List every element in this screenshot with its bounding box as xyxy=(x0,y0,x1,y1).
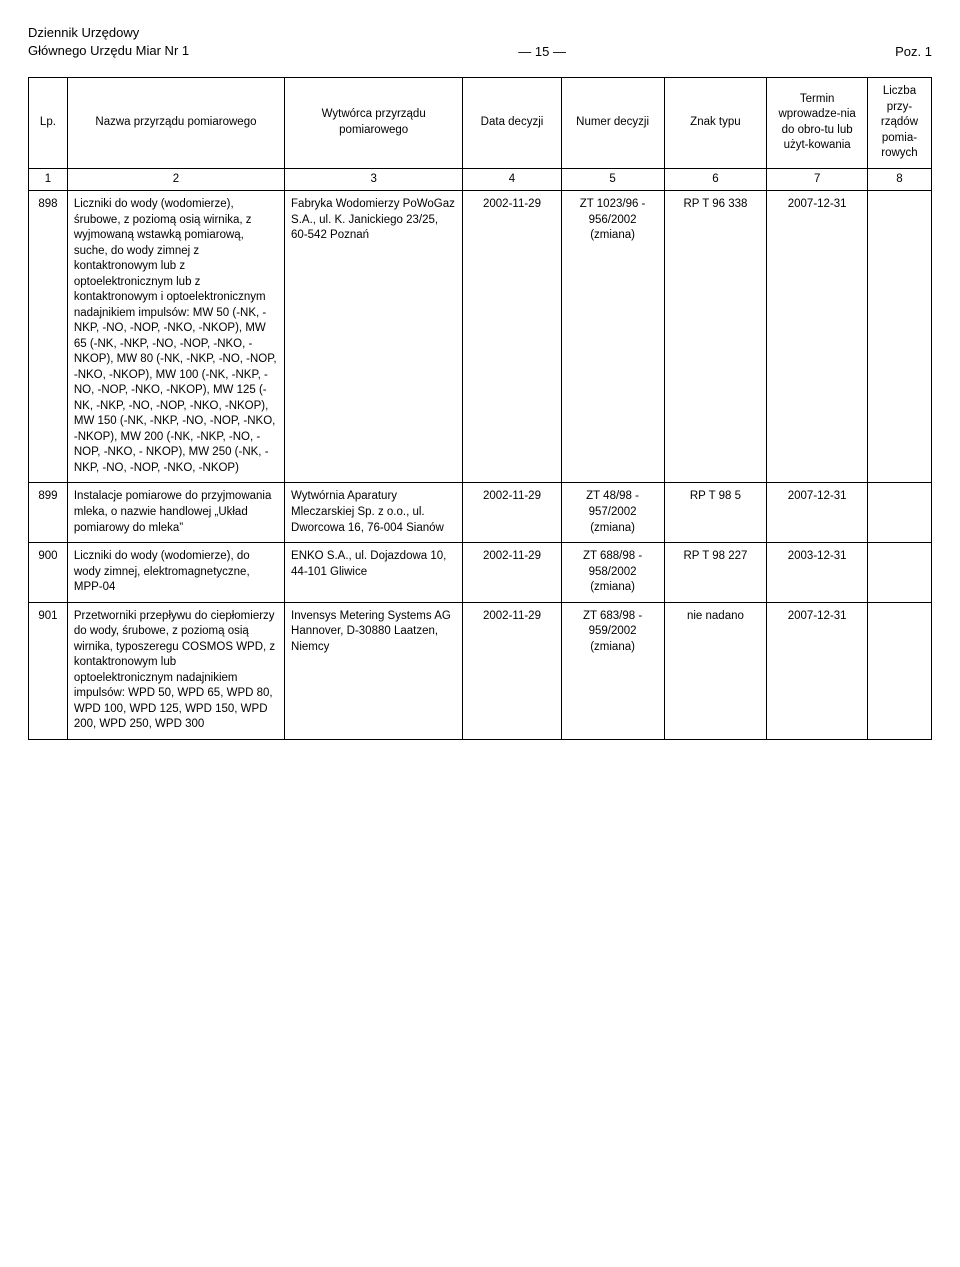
cell-lp: 899 xyxy=(29,483,68,543)
cell-wytworca: Fabryka Wodomierzy PoWoGaz S.A., ul. K. … xyxy=(285,191,463,483)
cell-nazwa: Liczniki do wody (wodomierze), śrubowe, … xyxy=(67,191,284,483)
numcell: 4 xyxy=(463,168,561,191)
cell-lp: 900 xyxy=(29,543,68,603)
cell-termin: 2007-12-31 xyxy=(767,191,868,483)
col-numer: Numer decyzji xyxy=(561,78,664,169)
numcell: 6 xyxy=(664,168,767,191)
table-row: 898 Liczniki do wody (wodomierze), śrubo… xyxy=(29,191,932,483)
numcell: 8 xyxy=(867,168,931,191)
cell-liczba xyxy=(867,191,931,483)
col-znak: Znak typu xyxy=(664,78,767,169)
cell-nazwa: Liczniki do wody (wodomierze), do wody z… xyxy=(67,543,284,603)
cell-lp: 901 xyxy=(29,602,68,739)
page-number: — 15 — xyxy=(189,44,895,59)
journal-title-2: Głównego Urzędu Miar Nr 1 xyxy=(28,42,189,60)
numcell: 3 xyxy=(285,168,463,191)
cell-znak: RP T 98 227 xyxy=(664,543,767,603)
numcell: 7 xyxy=(767,168,868,191)
cell-numer: ZT 48/98 - 957/2002 (zmiana) xyxy=(561,483,664,543)
page-header: Dziennik Urzędowy Głównego Urzędu Miar N… xyxy=(28,24,932,59)
cell-numer: ZT 688/98 - 958/2002 (zmiana) xyxy=(561,543,664,603)
cell-wytworca: Invensys Metering Systems AG Hannover, D… xyxy=(285,602,463,739)
cell-numer: ZT 1023/96 - 956/2002 (zmiana) xyxy=(561,191,664,483)
col-lp: Lp. xyxy=(29,78,68,169)
cell-numer: ZT 683/98 - 959/2002 (zmiana) xyxy=(561,602,664,739)
cell-lp: 898 xyxy=(29,191,68,483)
cell-nazwa: Przetworniki przepływu do ciepłomierzy d… xyxy=(67,602,284,739)
numcell: 1 xyxy=(29,168,68,191)
cell-termin: 2007-12-31 xyxy=(767,602,868,739)
cell-data: 2002-11-29 xyxy=(463,602,561,739)
cell-liczba xyxy=(867,543,931,603)
col-nazwa: Nazwa przyrządu pomiarowego xyxy=(67,78,284,169)
cell-liczba xyxy=(867,483,931,543)
cell-znak: RP T 96 338 xyxy=(664,191,767,483)
number-row: 1 2 3 4 5 6 7 8 xyxy=(29,168,932,191)
cell-termin: 2003-12-31 xyxy=(767,543,868,603)
col-wytworca: Wytwórca przyrządu pomiarowego xyxy=(285,78,463,169)
col-liczba: Liczba przy-rządów pomia-rowych xyxy=(867,78,931,169)
cell-nazwa: Instalacje pomiarowe do przyjmowania mle… xyxy=(67,483,284,543)
table-row: 901 Przetworniki przepływu do ciepłomier… xyxy=(29,602,932,739)
cell-wytworca: ENKO S.A., ul. Dojazdowa 10, 44-101 Gliw… xyxy=(285,543,463,603)
cell-data: 2002-11-29 xyxy=(463,543,561,603)
cell-wytworca: Wytwórnia Aparatury Mleczarskiej Sp. z o… xyxy=(285,483,463,543)
poz-label: Poz. 1 xyxy=(895,44,932,59)
header-left: Dziennik Urzędowy Głównego Urzędu Miar N… xyxy=(28,24,189,59)
col-data: Data decyzji xyxy=(463,78,561,169)
header-row: Lp. Nazwa przyrządu pomiarowego Wytwórca… xyxy=(29,78,932,169)
numcell: 2 xyxy=(67,168,284,191)
cell-znak: nie nadano xyxy=(664,602,767,739)
col-termin: Termin wprowadze-nia do obro-tu lub użyt… xyxy=(767,78,868,169)
table-body: 898 Liczniki do wody (wodomierze), śrubo… xyxy=(29,191,932,740)
cell-liczba xyxy=(867,602,931,739)
cell-data: 2002-11-29 xyxy=(463,483,561,543)
cell-termin: 2007-12-31 xyxy=(767,483,868,543)
table-row: 899 Instalacje pomiarowe do przyjmowania… xyxy=(29,483,932,543)
main-table: Lp. Nazwa przyrządu pomiarowego Wytwórca… xyxy=(28,77,932,740)
cell-data: 2002-11-29 xyxy=(463,191,561,483)
journal-title-1: Dziennik Urzędowy xyxy=(28,24,189,42)
cell-znak: RP T 98 5 xyxy=(664,483,767,543)
numcell: 5 xyxy=(561,168,664,191)
table-row: 900 Liczniki do wody (wodomierze), do wo… xyxy=(29,543,932,603)
